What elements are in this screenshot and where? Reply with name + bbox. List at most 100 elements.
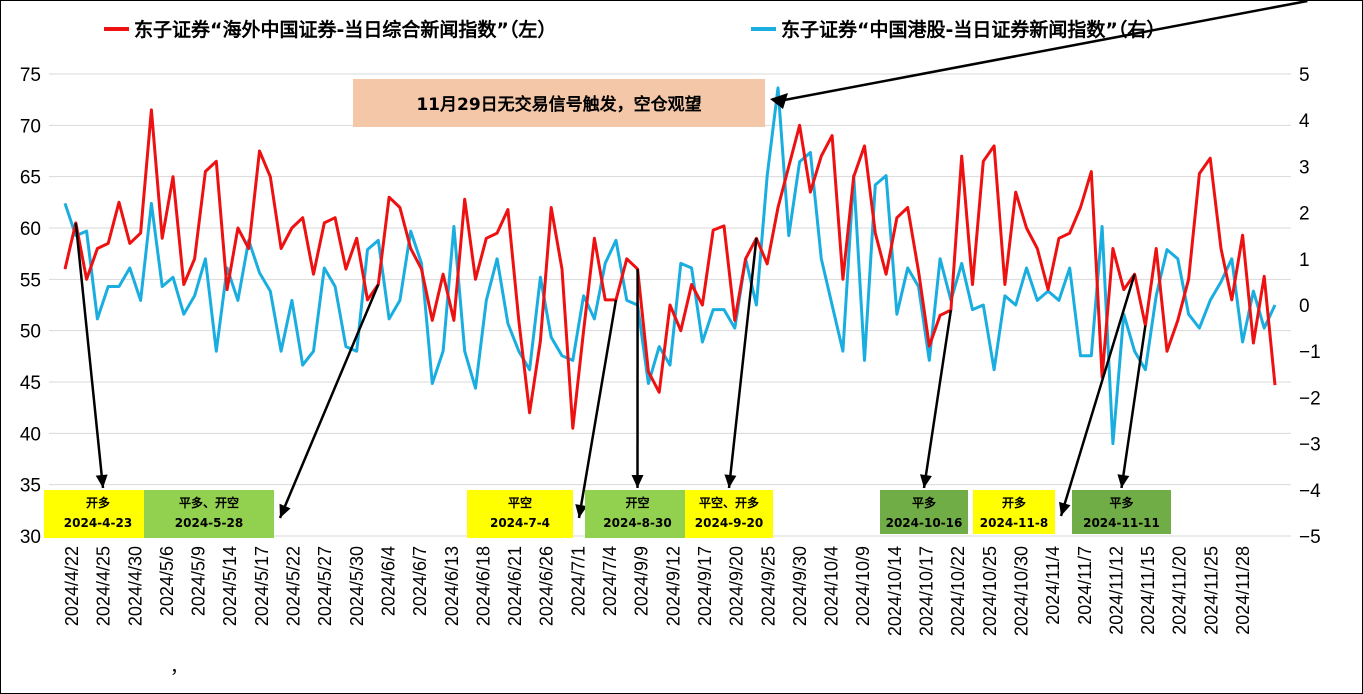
x-tick-label: 2024/10/22 xyxy=(948,546,968,636)
signal-action: 平多 xyxy=(1109,495,1133,510)
signal-arrow-head xyxy=(631,474,644,488)
x-tick-label: 2024/6/7 xyxy=(410,546,430,616)
signal-date: 2024-8-30 xyxy=(603,516,671,530)
x-tick-label: 2024/10/30 xyxy=(1011,546,1031,636)
signal-box: 开多 2024-4-23 xyxy=(44,490,152,538)
y-right-tick-label: 5 xyxy=(1299,65,1310,86)
series-line-right xyxy=(63,86,1277,446)
signal-box: 平空、开多 2024-9-20 xyxy=(685,490,773,538)
signal-arrow-line xyxy=(278,283,380,519)
signal-box-bg xyxy=(144,490,274,538)
x-tick-label: 2024/11/7 xyxy=(1075,546,1095,625)
x-tick-label: 2024/6/13 xyxy=(442,546,462,626)
x-tick-label: 2024/9/9 xyxy=(632,546,652,616)
y-left-tick-label: 40 xyxy=(20,424,41,445)
x-tick-label: 2024/5/22 xyxy=(284,546,304,626)
signal-box: 平多 2024-11-11 xyxy=(1072,490,1171,534)
x-tick-label: 2024/11/28 xyxy=(1233,546,1253,635)
x-tick-label: 2024/6/4 xyxy=(378,546,398,616)
legend: 东子证券“海外中国证券-当日综合新闻指数”（左） 东子证券“中国港股-当日证券新… xyxy=(104,18,1165,41)
signal-arrow-head xyxy=(1117,474,1130,488)
signal-action: 平多 xyxy=(912,495,936,510)
x-tick-label: 2024/9/12 xyxy=(663,546,683,626)
x-tick-label: 2024/5/6 xyxy=(157,546,177,616)
signal-action: 平多、开空 xyxy=(179,495,239,510)
x-tick-label: 2024/10/14 xyxy=(885,546,905,636)
signal-box: 开空 2024-8-30 xyxy=(585,490,690,538)
x-tick-label: 2024/10/9 xyxy=(853,546,873,626)
y-left-tick-label: 75 xyxy=(20,65,41,86)
y-right-tick-label: −5 xyxy=(1299,527,1321,548)
y-right-tick-label: 4 xyxy=(1299,111,1310,132)
x-tick-label: 2024/4/30 xyxy=(125,546,145,626)
callout-text: 11月29日无交易信号触发，空仓观望 xyxy=(416,94,701,115)
signal-date: 2024-11-8 xyxy=(980,516,1048,530)
y-right-tick-label: −4 xyxy=(1299,481,1321,502)
y-right-tick-label: −3 xyxy=(1299,435,1321,456)
x-tick-label: 2024/6/26 xyxy=(537,546,557,626)
signal-box-bg xyxy=(685,490,773,538)
signal-arrow-head xyxy=(1059,501,1071,516)
signal-date: 2024-10-16 xyxy=(886,516,963,530)
x-tick-label: 2024/10/25 xyxy=(980,546,1000,636)
signal-box-bg xyxy=(880,490,968,534)
x-tick-label: 2024/10/4 xyxy=(822,546,842,626)
y-axis-right: −5 −4 −3 −2 −1 0 1 2 3 4 5 xyxy=(1299,65,1321,548)
x-tick-label: 2024/11/15 xyxy=(1138,546,1158,635)
x-tick-label: 2024/9/17 xyxy=(695,546,715,626)
signal-action: 平空、开多 xyxy=(699,495,759,510)
y-right-tick-label: −1 xyxy=(1299,342,1321,363)
signal-box-bg xyxy=(44,490,152,538)
signal-box: 平多、开空 2024-5-28 xyxy=(144,490,274,538)
signal-date: 2024-11-11 xyxy=(1083,516,1160,530)
x-tick-label: 2024/4/25 xyxy=(94,546,114,626)
callout-arrow-head xyxy=(770,93,788,109)
x-tick-label: 2024/9/25 xyxy=(758,546,778,626)
y-left-tick-label: 55 xyxy=(20,270,41,291)
signal-box: 平多 2024-10-16 xyxy=(880,490,968,534)
signal-date: 2024-9-20 xyxy=(695,516,763,530)
y-left-tick-label: 60 xyxy=(20,219,41,240)
y-left-tick-label: 45 xyxy=(20,373,41,394)
x-tick-label: 2024/7/4 xyxy=(600,546,620,616)
signal-arrow-line xyxy=(577,299,618,519)
signal-action: 开多 xyxy=(1002,495,1026,510)
y-left-tick-label: 70 xyxy=(20,116,41,137)
x-tick-label: 2024/10/17 xyxy=(917,546,937,636)
signal-arrow-line xyxy=(1059,273,1136,517)
x-tick-label: 2024/5/17 xyxy=(252,546,272,626)
x-tick-label: 2024/5/30 xyxy=(347,546,367,626)
signal-action: 开多 xyxy=(86,495,110,510)
x-tick-label: 2024/5/27 xyxy=(315,546,335,626)
y-left-tick-label: 50 xyxy=(20,322,41,343)
signal-arrow-head xyxy=(279,503,291,518)
x-tick-label: 2024/9/30 xyxy=(790,546,810,626)
signal-arrow-head xyxy=(95,474,108,488)
x-tick-label: 2024/11/4 xyxy=(1043,546,1063,625)
x-tick-label: 2024/11/20 xyxy=(1170,546,1190,635)
x-tick-label: 2024/11/12 xyxy=(1106,546,1126,635)
signal-action: 开空 xyxy=(625,495,649,510)
x-axis-stray-mark: ， xyxy=(170,657,188,677)
signal-arrow-head xyxy=(575,504,588,518)
signal-date: 2024-7-4 xyxy=(490,516,550,530)
signal-box: 平空 2024-7-4 xyxy=(467,490,573,538)
y-right-tick-label: 2 xyxy=(1299,204,1310,225)
series-lines xyxy=(63,86,1277,446)
x-tick-label: 2024/11/25 xyxy=(1201,546,1221,635)
y-left-tick-label: 30 xyxy=(20,527,41,548)
x-tick-label: 2024/4/22 xyxy=(62,546,82,626)
x-tick-label: 2024/6/21 xyxy=(505,546,525,626)
callout-box xyxy=(353,79,765,127)
legend-label-right-series: 东子证券“中国港股-当日证券新闻指数”（右） xyxy=(781,18,1165,41)
y-right-tick-label: 1 xyxy=(1299,250,1310,271)
signal-arrow-head xyxy=(920,474,932,488)
signal-arrow-head xyxy=(724,474,737,488)
legend-label-left-series: 东子证券“海外中国证券-当日综合新闻指数”（左） xyxy=(134,18,556,41)
signal-box-bg xyxy=(1072,490,1171,534)
signal-box: 开多 2024-11-8 xyxy=(973,490,1055,534)
callout-arrow-line xyxy=(778,1,1308,103)
signal-arrow-line xyxy=(74,222,105,489)
